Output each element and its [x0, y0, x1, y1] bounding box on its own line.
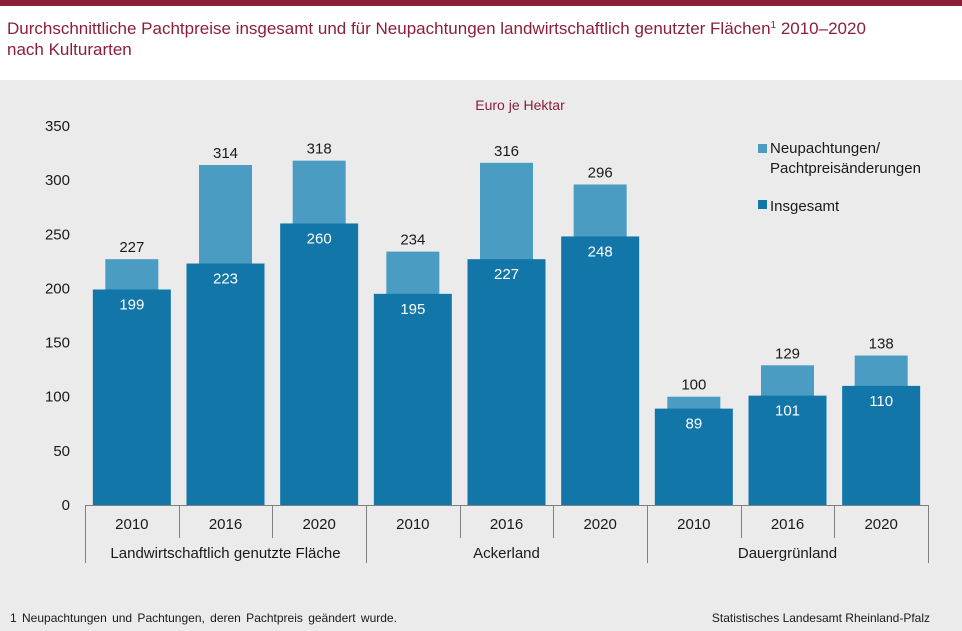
- bar-insgesamt: [186, 263, 265, 505]
- x-tick-label: 2020: [583, 516, 616, 533]
- x-group-label: Dauergrünland: [738, 545, 837, 562]
- bar-insgesamt: [842, 385, 921, 505]
- legend-label-neupachtungen: Pachtpreisänderungen: [770, 160, 921, 177]
- x-tick-label: 2016: [209, 516, 242, 533]
- title-line2: nach Kulturarten: [7, 40, 132, 59]
- y-tick-label: 0: [62, 497, 70, 514]
- x-group-label: Landwirtschaftlich genutzte Fläche: [110, 545, 340, 562]
- legend-swatch-neupachtungen: [758, 144, 767, 153]
- data-label-insgesamt: 195: [400, 301, 425, 318]
- y-tick-label: 100: [45, 389, 70, 406]
- bar-insgesamt: [92, 289, 171, 505]
- x-tick-label: 2010: [677, 516, 710, 533]
- data-label-neupachtungen: 129: [775, 345, 800, 362]
- x-tick-label: 2010: [115, 516, 148, 533]
- data-label-insgesamt: 199: [119, 297, 144, 314]
- data-label-neupachtungen: 316: [494, 143, 519, 160]
- data-label-insgesamt: 260: [307, 230, 332, 247]
- x-tick-label: 2010: [396, 516, 429, 533]
- bar-insgesamt: [280, 223, 359, 505]
- x-tick-label: 2020: [302, 516, 335, 533]
- data-label-neupachtungen: 100: [681, 377, 706, 394]
- data-label-neupachtungen: 314: [213, 145, 238, 162]
- y-tick-label: 200: [45, 280, 70, 297]
- data-label-neupachtungen: 318: [307, 141, 332, 158]
- title-line1: Durchschnittliche Pachtpreise insgesamt …: [7, 19, 866, 38]
- y-tick-label: 300: [45, 172, 70, 189]
- chart-title: Durchschnittliche Pachtpreise insgesamt …: [7, 18, 957, 60]
- bar-insgesamt: [654, 408, 733, 505]
- data-label-neupachtungen: 138: [869, 336, 894, 353]
- source-note: Statistisches Landesamt Rheinland-Pfalz: [711, 611, 930, 625]
- data-label-insgesamt: 223: [213, 271, 238, 288]
- legend-label-insgesamt: Insgesamt: [770, 198, 840, 215]
- legend-swatch-insgesamt: [758, 200, 767, 209]
- title-footnote-ref: 1: [770, 20, 777, 31]
- bar-insgesamt: [467, 259, 546, 505]
- x-tick-label: 2016: [490, 516, 523, 533]
- unit-label: Euro je Hektar: [475, 97, 565, 113]
- y-tick-label: 250: [45, 226, 70, 243]
- data-label-insgesamt: 227: [494, 266, 519, 283]
- data-label-insgesamt: 248: [588, 243, 613, 260]
- top-rule: [0, 0, 962, 6]
- data-label-insgesamt: 101: [775, 403, 800, 420]
- footnote: 1 Neupachtungen und Pachtungen, deren Pa…: [10, 611, 397, 625]
- bar-insgesamt: [561, 236, 640, 506]
- data-label-neupachtungen: 227: [119, 239, 144, 256]
- bar-insgesamt: [373, 293, 452, 505]
- legend-label-neupachtungen: Neupachtungen/: [770, 140, 881, 157]
- x-tick-label: 2016: [771, 516, 804, 533]
- bar-insgesamt: [748, 395, 827, 505]
- data-label-insgesamt: 110: [869, 393, 893, 410]
- data-label-insgesamt: 89: [685, 416, 702, 433]
- y-tick-label: 150: [45, 335, 70, 352]
- x-group-label: Ackerland: [473, 545, 540, 562]
- y-tick-label: 50: [53, 443, 70, 460]
- y-tick-label: 350: [45, 118, 70, 135]
- data-label-neupachtungen: 234: [400, 232, 425, 249]
- x-tick-label: 2020: [864, 516, 897, 533]
- data-label-neupachtungen: 296: [588, 164, 613, 181]
